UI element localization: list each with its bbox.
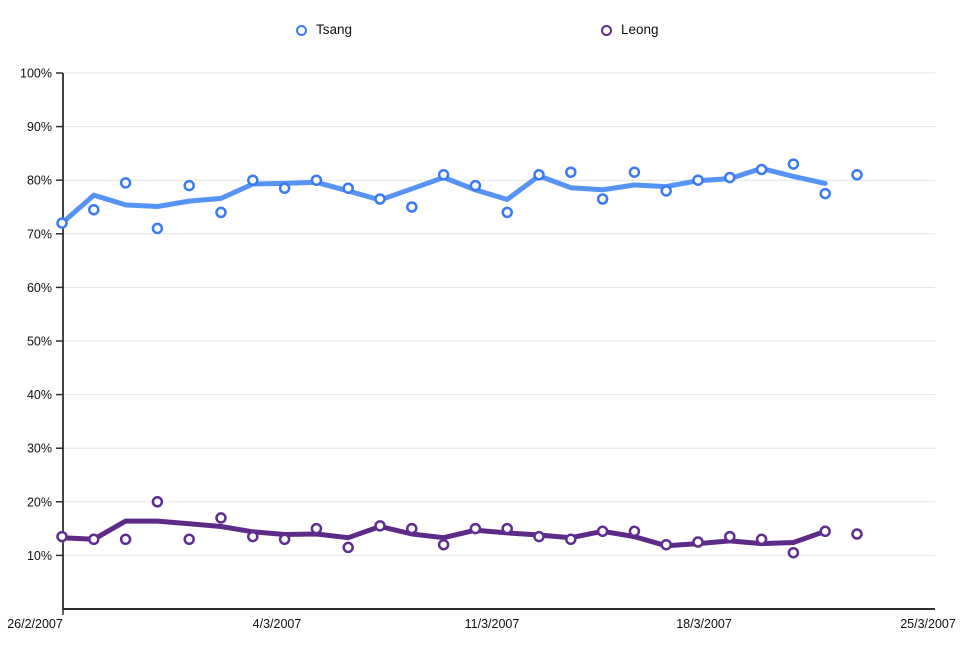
y-tick-label: 60% <box>27 281 52 295</box>
data-point-leong <box>533 530 545 543</box>
data-point-tsang <box>215 206 227 219</box>
data-point-leong <box>374 520 386 532</box>
data-point-leong <box>724 530 736 543</box>
data-point-leong <box>596 525 609 538</box>
y-tick-label: 70% <box>27 227 52 241</box>
data-point-tsang <box>501 206 513 219</box>
data-point-leong <box>819 525 831 538</box>
data-point-tsang <box>88 203 100 216</box>
legend-item-leong: Leong <box>601 22 659 38</box>
legend-label-tsang: Tsang <box>316 22 353 37</box>
data-point-tsang <box>310 174 323 186</box>
data-point-tsang <box>565 166 577 178</box>
data-point-tsang <box>787 158 800 170</box>
data-point-tsang <box>692 174 704 186</box>
legend-item-tsang: Tsang <box>296 22 352 38</box>
data-point-leong <box>755 533 768 546</box>
data-point-leong <box>342 541 354 554</box>
leong-marker-icon <box>601 24 612 36</box>
data-point-tsang <box>151 222 164 235</box>
data-point-leong <box>215 512 227 524</box>
data-point-leong <box>469 522 482 535</box>
data-point-leong <box>183 533 195 546</box>
y-tick-label: 20% <box>27 495 52 509</box>
data-point-leong <box>56 530 68 543</box>
data-point-leong <box>851 528 863 540</box>
data-point-tsang <box>628 166 641 178</box>
x-tick-label: 4/3/2007 <box>253 617 302 631</box>
data-point-leong <box>88 533 100 546</box>
tsang-marker-icon <box>296 24 307 36</box>
data-point-leong <box>692 536 704 548</box>
data-point-leong <box>660 538 672 551</box>
y-tick-label: 50% <box>27 335 52 349</box>
data-point-tsang <box>660 185 672 197</box>
data-point-tsang <box>183 179 195 192</box>
data-point-leong <box>310 522 323 535</box>
data-point-tsang <box>851 169 863 181</box>
legend-label-leong: Leong <box>621 22 659 37</box>
data-point-tsang <box>533 169 545 181</box>
data-point-tsang <box>819 187 831 200</box>
x-tick-label: 11/3/2007 <box>465 617 520 631</box>
data-point-tsang <box>469 179 482 192</box>
data-point-tsang <box>724 171 736 184</box>
y-tick-label: 90% <box>27 120 52 134</box>
data-point-tsang <box>119 177 132 189</box>
y-tick-label: 30% <box>27 442 52 456</box>
data-point-leong <box>119 533 132 546</box>
x-tick-label: 25/3/2007 <box>900 617 956 631</box>
data-point-tsang <box>342 182 354 194</box>
data-point-leong <box>406 522 418 535</box>
data-point-leong <box>628 525 641 538</box>
data-point-tsang <box>247 174 259 186</box>
y-tick-label: 100% <box>20 67 52 81</box>
data-point-leong <box>437 538 450 551</box>
chart-legend: Tsang Leong <box>0 0 960 50</box>
data-point-leong <box>151 496 164 508</box>
data-point-leong <box>787 546 800 559</box>
data-point-leong <box>247 530 259 543</box>
y-tick-label: 40% <box>27 388 52 402</box>
x-tick-label: 26/2/2007 <box>7 617 63 631</box>
y-tick-label: 10% <box>27 549 52 563</box>
data-point-tsang <box>406 201 418 213</box>
data-point-leong <box>278 533 291 546</box>
data-point-tsang <box>755 163 768 176</box>
data-point-tsang <box>56 217 68 229</box>
data-point-tsang <box>374 193 386 205</box>
data-point-tsang <box>437 169 450 181</box>
data-point-leong <box>565 533 577 546</box>
data-point-tsang <box>596 193 609 205</box>
y-tick-label: 80% <box>27 174 52 188</box>
x-tick-label: 18/3/2007 <box>676 617 732 631</box>
data-point-tsang <box>278 182 291 194</box>
data-point-leong <box>501 522 513 535</box>
